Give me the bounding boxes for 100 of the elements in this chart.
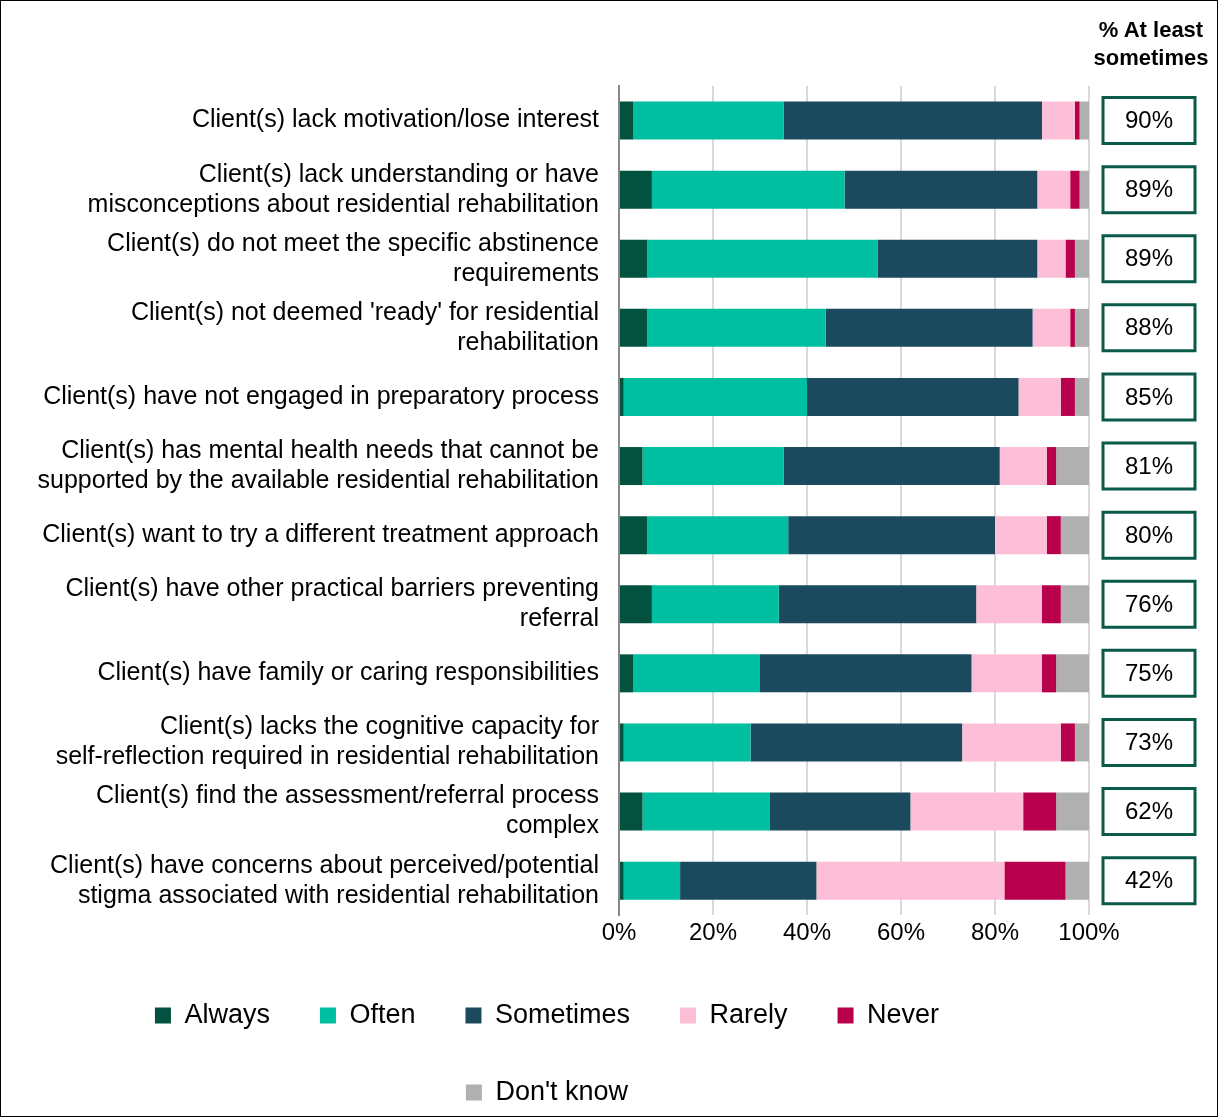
y-tick-label: Client(s) lacks the cognitive capacity for self-reflection required in residential rehabilitation xyxy=(55,711,599,770)
bar xyxy=(1004,861,1066,900)
bar xyxy=(816,861,1005,900)
legend-label: Rarely xyxy=(709,998,789,1029)
bar xyxy=(620,585,652,624)
text: 80% xyxy=(1124,520,1174,548)
y-tick-label: Client(s) do not meet the specific abstinence requirements xyxy=(107,227,599,286)
y-tick-label: Client(s) want to try a different treatment approach xyxy=(42,519,599,548)
bar xyxy=(783,447,1000,486)
bar xyxy=(1060,516,1089,555)
bar xyxy=(1079,101,1089,140)
legend-label: Don't know xyxy=(495,1075,629,1106)
bar xyxy=(647,516,789,555)
bar xyxy=(647,239,878,278)
bar xyxy=(807,377,1019,416)
bar xyxy=(1056,792,1089,831)
legend-label: Sometimes xyxy=(494,998,631,1029)
bar xyxy=(910,792,1024,831)
bar xyxy=(976,585,1042,624)
y-tick-label: Client(s) have concerns about perceived/potential stigma associated with residential rehabilitation xyxy=(50,849,599,908)
bar xyxy=(1065,861,1089,900)
text: 85% xyxy=(1124,382,1174,410)
bar xyxy=(623,861,681,900)
bar xyxy=(642,447,784,486)
bar xyxy=(1042,654,1057,693)
bar xyxy=(760,654,972,693)
bar xyxy=(633,101,784,140)
bar xyxy=(1037,239,1066,278)
text: 90% xyxy=(1124,106,1174,134)
bar xyxy=(1042,101,1075,140)
bar xyxy=(1056,654,1089,693)
bar xyxy=(1079,170,1089,209)
bar xyxy=(1046,447,1057,486)
bar xyxy=(1060,723,1075,762)
bar xyxy=(623,377,807,416)
y-tick-label: Client(s) has mental health needs that cannot be supported by the available residential rehabilitation xyxy=(37,434,599,493)
bar xyxy=(778,585,977,624)
bar xyxy=(1070,308,1075,347)
bar xyxy=(620,516,648,555)
bar xyxy=(769,792,911,831)
text: 75% xyxy=(1124,658,1174,686)
bar xyxy=(620,723,624,762)
bar xyxy=(647,308,826,347)
bar xyxy=(1065,239,1075,278)
text: 73% xyxy=(1124,728,1174,756)
x-tick-label: 20% xyxy=(688,918,738,946)
bar xyxy=(1042,585,1061,624)
x-tick-label: 40% xyxy=(782,918,832,946)
y-tick-label: Client(s) find the assessment/referral process complex xyxy=(96,780,600,839)
bar xyxy=(750,723,963,762)
y-tick-label: Client(s) not deemed 'ready' for residential rehabilitation xyxy=(130,296,599,355)
bar xyxy=(999,447,1047,486)
text: 89% xyxy=(1124,175,1174,203)
bar xyxy=(1046,516,1061,555)
bar xyxy=(620,239,648,278)
bar xyxy=(620,792,643,831)
y-tick-label: Client(s) have other practical barriers preventing referral xyxy=(65,573,599,632)
text: % At least sometimes xyxy=(1093,17,1209,71)
bar xyxy=(620,654,634,693)
bar xyxy=(1074,239,1089,278)
bar xyxy=(995,516,1047,555)
bar xyxy=(971,654,1042,693)
bar xyxy=(1037,170,1071,209)
text: 76% xyxy=(1124,589,1174,617)
bar xyxy=(620,447,643,486)
legend-label: Never xyxy=(867,998,940,1029)
bar xyxy=(651,170,845,209)
bar xyxy=(825,308,1033,347)
bar xyxy=(620,861,624,900)
bar xyxy=(623,723,751,762)
y-tick-label: Client(s) have family or caring responsibilities xyxy=(97,657,599,686)
x-tick-label: 100% xyxy=(1058,918,1120,946)
bar xyxy=(1056,447,1089,486)
text: 62% xyxy=(1124,797,1174,825)
bar xyxy=(620,308,648,347)
bar xyxy=(1070,170,1080,209)
text: 89% xyxy=(1124,244,1174,272)
bar xyxy=(1074,377,1089,416)
bar xyxy=(1060,377,1075,416)
bar xyxy=(783,101,1042,140)
x-tick-label: 60% xyxy=(876,918,926,946)
bar xyxy=(1032,308,1071,347)
text: 42% xyxy=(1124,866,1174,894)
x-tick-label: 0% xyxy=(601,918,637,946)
bar xyxy=(633,654,760,693)
bar xyxy=(1074,723,1089,762)
bar xyxy=(1023,792,1057,831)
y-tick-label: Client(s) lack motivation/lose interest xyxy=(191,104,600,133)
bar xyxy=(620,170,652,209)
bar xyxy=(620,377,624,416)
x-tick-label: 80% xyxy=(970,918,1020,946)
y-tick-label: Client(s) lack understanding or have misconceptions about residential rehabilitation xyxy=(87,158,599,217)
bar xyxy=(788,516,995,555)
bar xyxy=(877,239,1038,278)
bar xyxy=(651,585,779,624)
text: 88% xyxy=(1124,313,1174,341)
bar xyxy=(1018,377,1061,416)
bar xyxy=(1074,308,1089,347)
legend-label: Often xyxy=(349,998,416,1029)
bar xyxy=(680,861,817,900)
